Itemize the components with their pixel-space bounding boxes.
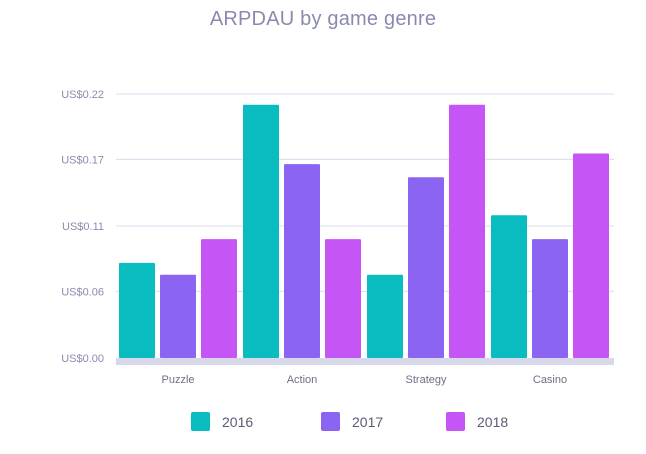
legend-label-2017: 2017	[352, 413, 384, 430]
chart-title: ARPDAU by game genre	[209, 8, 437, 30]
legend-item-2017: 2017	[321, 412, 383, 431]
bar	[243, 104, 279, 359]
bar	[408, 177, 444, 358]
x-tick-label: Action	[287, 374, 318, 386]
legend-label-2018: 2018	[477, 413, 509, 430]
legend-label-2016: 2016	[222, 413, 254, 430]
y-tick-label: US$0.22	[61, 89, 104, 101]
legend: 2016 2017 2018	[0, 412, 646, 442]
bar	[160, 274, 196, 358]
bar	[573, 153, 609, 358]
bar	[119, 262, 155, 358]
legend-item-2018: 2018	[446, 412, 508, 431]
bar	[367, 274, 403, 358]
y-tick-label: US$0.00	[61, 353, 104, 365]
bar	[284, 164, 320, 358]
y-tick-label: US$0.06	[61, 286, 104, 298]
bar	[201, 239, 237, 358]
legend-swatch-2016	[191, 412, 210, 431]
y-tick-label: US$0.11	[62, 221, 104, 233]
bar	[532, 239, 568, 358]
bar	[325, 239, 361, 358]
x-tick-label: Puzzle	[161, 374, 194, 386]
x-tick-label: Strategy	[406, 374, 447, 386]
y-tick-label: US$0.17	[61, 154, 104, 166]
legend-swatch-2018	[446, 412, 465, 431]
x-tick-label: Casino	[533, 374, 567, 386]
legend-item-2016: 2016	[191, 412, 253, 431]
bar	[491, 215, 527, 358]
x-axis-baseline	[116, 358, 614, 365]
bar	[449, 104, 485, 359]
legend-swatch-2017	[321, 412, 340, 431]
